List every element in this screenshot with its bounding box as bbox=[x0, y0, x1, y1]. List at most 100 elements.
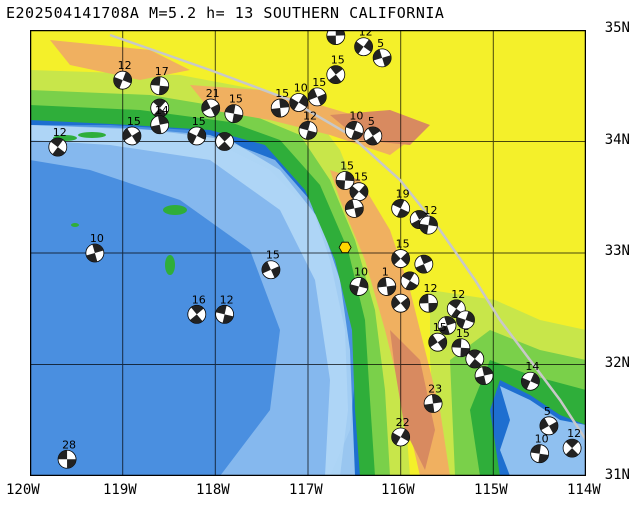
beachball-quadrant bbox=[330, 65, 343, 75]
focal-mechanism bbox=[391, 198, 411, 218]
focal-mechanism bbox=[372, 48, 392, 68]
island-santa-cruz bbox=[78, 132, 106, 138]
focal-mechanism bbox=[48, 137, 68, 157]
focal-mechanism bbox=[465, 349, 485, 369]
beachball-quadrant bbox=[365, 135, 378, 145]
lat-lon-grid bbox=[30, 30, 586, 476]
depth-label: 15 bbox=[331, 54, 345, 67]
focal-mechanism bbox=[474, 366, 494, 386]
beachball-quadrant bbox=[158, 115, 169, 125]
beachball-quadrant bbox=[396, 208, 409, 218]
depth-label: 12 bbox=[53, 126, 67, 139]
highland-mojave bbox=[50, 40, 190, 80]
beachball-quadrant bbox=[373, 49, 383, 61]
depth-label: 23 bbox=[428, 383, 442, 396]
beachball-quadrant bbox=[400, 252, 410, 266]
beachball-quadrant bbox=[530, 444, 541, 454]
beachball-quadrant bbox=[444, 316, 456, 326]
beachball-quadrant bbox=[345, 199, 355, 211]
focal-mechanism bbox=[344, 120, 364, 140]
depth-label: 12 bbox=[451, 288, 465, 301]
depth-label: 19 bbox=[396, 187, 410, 200]
focal-mechanism bbox=[456, 310, 475, 330]
focal-mechanism bbox=[349, 182, 369, 202]
focal-mechanism bbox=[419, 293, 438, 313]
focal-mechanism bbox=[307, 87, 327, 107]
beachball-quadrant bbox=[428, 302, 438, 313]
focal-mechanism bbox=[400, 271, 420, 291]
beachball-quadrant bbox=[298, 94, 308, 108]
beachball-quadrant bbox=[349, 185, 359, 199]
highland-sanbernardino bbox=[330, 110, 430, 145]
focal-mechanism bbox=[150, 76, 170, 96]
beachball-quadrant bbox=[215, 305, 227, 315]
beachball-quadrant bbox=[465, 311, 475, 323]
beachball-quadrant bbox=[345, 171, 355, 182]
beachball-quadrant bbox=[428, 216, 438, 227]
depth-label: 15 bbox=[266, 249, 280, 262]
beachball-quadrant bbox=[382, 55, 392, 67]
focal-mechanism bbox=[85, 243, 105, 263]
beachball-quadrant bbox=[305, 130, 317, 140]
fault-line bbox=[109, 33, 586, 441]
beachball-quadrant bbox=[335, 30, 345, 36]
beachball-quadrant bbox=[222, 314, 234, 324]
depth-label: 15 bbox=[229, 93, 243, 106]
depth-label: 1 bbox=[382, 265, 389, 278]
depth-label: 12 bbox=[423, 204, 437, 217]
depth-label: 28 bbox=[62, 438, 76, 451]
focal-mechanism bbox=[423, 394, 443, 413]
beachball-quadrant bbox=[419, 294, 429, 304]
focal-mechanism bbox=[187, 126, 207, 146]
focal-mechanism bbox=[261, 260, 281, 280]
beachball-quadrant bbox=[308, 88, 318, 101]
depth-label: 12 bbox=[359, 30, 373, 39]
beachball-quadrant bbox=[153, 108, 167, 118]
beachball-quadrant bbox=[420, 255, 433, 265]
beachball-quadrant bbox=[438, 325, 450, 335]
beachball-quadrant bbox=[475, 375, 487, 385]
depth-label: 22 bbox=[396, 416, 410, 429]
focal-mechanism bbox=[391, 293, 411, 313]
lon-label-115w: 115W bbox=[474, 482, 508, 498]
depth-label: 15 bbox=[433, 321, 447, 334]
depth-label: 15 bbox=[192, 115, 206, 128]
depth-label: 21 bbox=[206, 87, 220, 100]
beachball-quadrant bbox=[58, 450, 68, 460]
focal-mechanism bbox=[150, 115, 170, 135]
beachball-quadrant bbox=[92, 244, 104, 253]
depth-label: 12 bbox=[220, 293, 234, 306]
beachball-quadrant bbox=[565, 448, 579, 458]
focal-mechanism bbox=[530, 444, 550, 464]
focal-mechanism bbox=[428, 332, 448, 352]
beachball-quadrant bbox=[538, 453, 549, 463]
beachball-quadrant bbox=[448, 299, 462, 309]
focal-mechanism bbox=[270, 98, 290, 118]
beachball-quadrant bbox=[400, 297, 410, 311]
lon-label-119w: 119W bbox=[103, 482, 137, 498]
lat-label-33n: 33N bbox=[604, 243, 630, 259]
beachball-quadrant bbox=[153, 99, 166, 109]
depth-label: 15 bbox=[340, 160, 354, 173]
depth-label: 16 bbox=[192, 293, 206, 306]
focal-mechanism bbox=[187, 304, 207, 324]
focal-mechanism bbox=[335, 171, 355, 190]
beachball-quadrant bbox=[565, 439, 579, 449]
beachball-quadrant bbox=[460, 347, 470, 357]
focal-mechanism bbox=[113, 70, 133, 90]
lon-label-116w: 116W bbox=[381, 482, 415, 498]
beachball-quadrant bbox=[391, 432, 401, 445]
depth-label: 12 bbox=[303, 109, 317, 122]
beachball-quadrant bbox=[218, 141, 231, 151]
depth-label: 14 bbox=[525, 360, 539, 373]
beachball-quadrant bbox=[218, 132, 232, 142]
beachball-quadrant bbox=[467, 349, 481, 359]
depth-label: 15 bbox=[127, 115, 141, 128]
depth-label: 12 bbox=[118, 59, 132, 72]
island-san-nicolas bbox=[71, 223, 79, 227]
depth-label: 12 bbox=[567, 427, 581, 440]
beachball-quadrant bbox=[289, 97, 299, 111]
beachball-quadrant bbox=[196, 127, 206, 140]
beachball-quadrant bbox=[419, 223, 429, 235]
